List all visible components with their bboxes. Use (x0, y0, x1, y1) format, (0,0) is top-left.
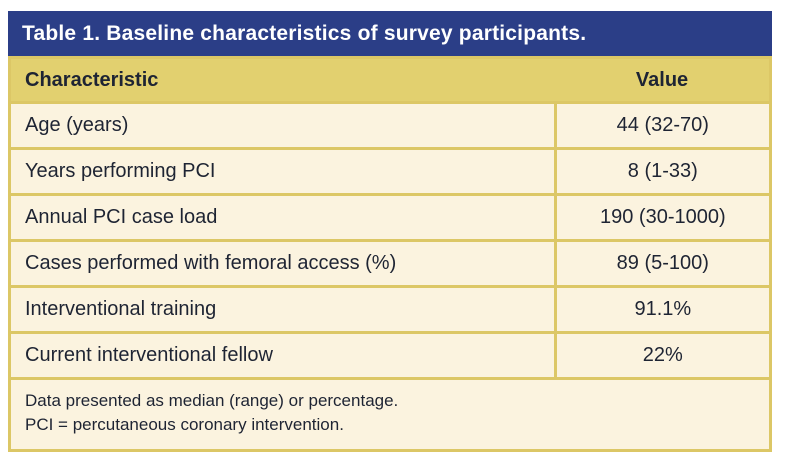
footnote-line-1: Data presented as median (range) or perc… (25, 391, 399, 410)
column-header-characteristic: Characteristic (8, 56, 556, 104)
value-cell: 44 (32-70) (553, 101, 773, 150)
footnote-cell: Data presented as median (range) or perc… (8, 377, 772, 452)
table-row: Current interventional fellow 22% (8, 331, 773, 380)
value-cell: 91.1% (553, 285, 773, 334)
header-row: Characteristic Value (8, 56, 773, 104)
table-header: Characteristic Value (8, 56, 773, 104)
characteristic-cell: Interventional training (8, 285, 557, 334)
characteristic-cell: Current interventional fellow (8, 331, 557, 380)
baseline-characteristics-table-card: Table 1. Baseline characteristics of sur… (8, 11, 773, 452)
column-header-value: Value (555, 56, 773, 104)
table-footer: Data presented as median (range) or perc… (8, 377, 772, 452)
table-row: Age (years) 44 (32-70) (8, 101, 773, 150)
characteristic-cell: Annual PCI case load (8, 193, 557, 242)
table-body: Age (years) 44 (32-70) Years performing PC… (8, 101, 773, 380)
table-row: Interventional training 91.1% (8, 285, 773, 334)
baseline-characteristics-table: Characteristic Value Age (years) 44 (32-7… (8, 56, 773, 452)
characteristic-cell: Age (years) (8, 101, 557, 150)
table-row: Annual PCI case load 190 (30-1000) (8, 193, 773, 242)
characteristic-cell: Years performing PCI (8, 147, 557, 196)
table-row: Years performing PCI 8 (1-33) (8, 147, 773, 196)
footnote-row: Data presented as median (range) or perc… (8, 377, 772, 452)
table-title-bar: Table 1. Baseline characteristics of sur… (8, 11, 772, 56)
value-cell: 8 (1-33) (553, 147, 773, 196)
table-row: Cases performed with femoral access (%) 8… (8, 239, 773, 288)
table-title: Table 1. Baseline characteristics of sur… (22, 21, 587, 45)
footnote-line-2: PCI = percutaneous coronary intervention… (25, 414, 344, 434)
characteristic-cell: Cases performed with femoral access (%) (8, 239, 557, 288)
value-cell: 190 (30-1000) (553, 193, 773, 242)
value-cell: 22% (553, 331, 773, 380)
value-cell: 89 (5-100) (553, 239, 773, 288)
